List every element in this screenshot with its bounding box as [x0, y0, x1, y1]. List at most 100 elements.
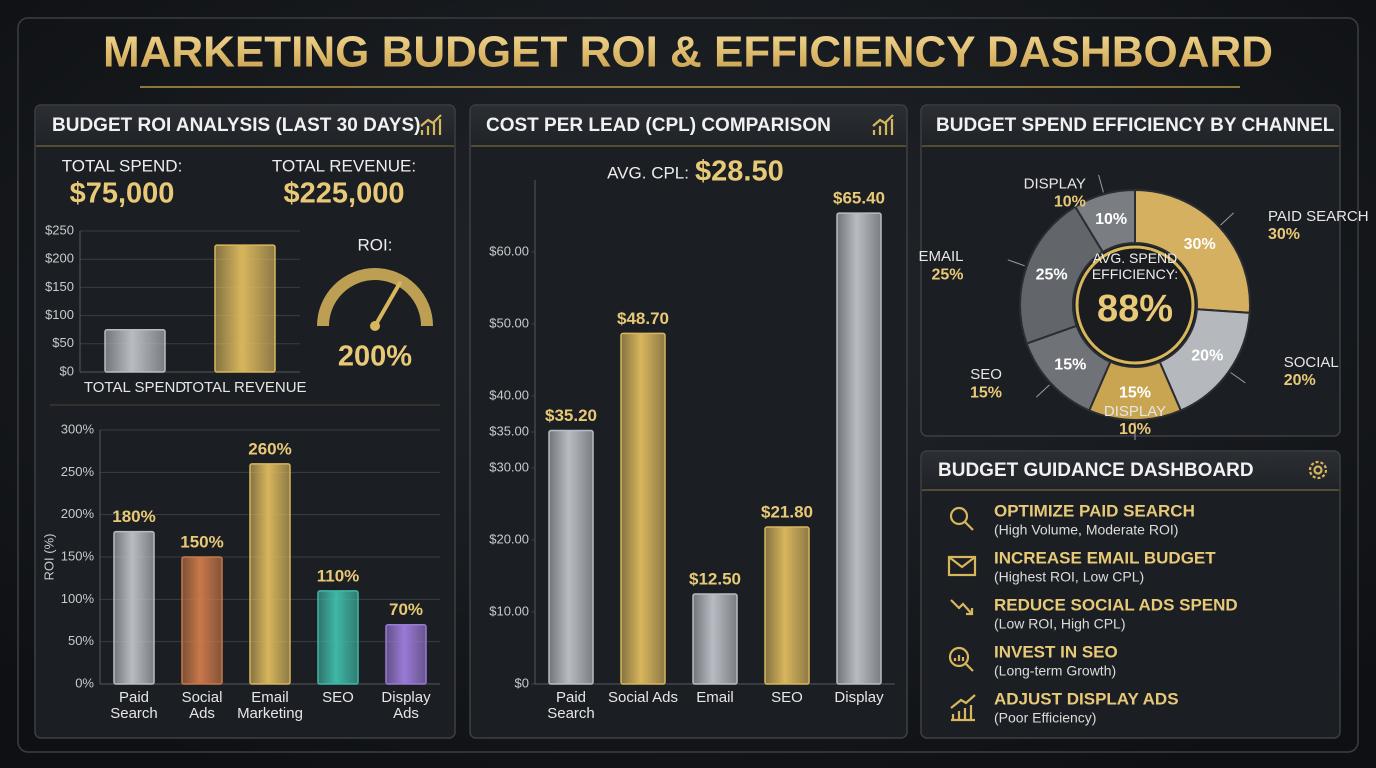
guidance-note: (Poor Efficiency)	[994, 710, 1096, 726]
x-tick-label: Paid Search	[547, 690, 595, 722]
slice-label: 15%	[1054, 357, 1086, 374]
guidance-note: (High Volume, Moderate ROI)	[994, 522, 1178, 538]
y-tick-label: 300%	[61, 421, 95, 436]
value-label: $65.40	[833, 189, 885, 208]
guidance-title: REDUCE SOCIAL ADS SPEND	[994, 595, 1238, 614]
guidance-icons	[947, 506, 977, 722]
gauge-needle	[373, 281, 402, 328]
x-tick-label-box: Email	[696, 690, 734, 706]
category-label: SOCIAL	[1284, 354, 1339, 371]
category-share: 25%	[931, 266, 963, 283]
x-tick-label-box: Display	[834, 690, 884, 706]
bar	[181, 556, 223, 685]
x-tick-label-box: Display Ads	[381, 690, 430, 722]
category-label: EMAIL	[918, 248, 963, 265]
y-tick-label: $100	[45, 307, 74, 322]
header-icon	[420, 114, 442, 135]
guidance-title: INVEST IN SEO	[994, 642, 1118, 661]
category-label: PAID SEARCH	[1268, 208, 1369, 225]
guidance-note: (Low ROI, High CPL)	[994, 616, 1125, 632]
leader-line	[1220, 212, 1235, 226]
value-label: $21.80	[761, 503, 813, 522]
value-label: 260%	[248, 439, 291, 458]
x-tick-label: Social Ads	[181, 690, 223, 722]
y-tick-label: $50	[52, 335, 74, 350]
bar	[692, 593, 738, 685]
kpi-label: TOTAL SPEND:	[62, 156, 183, 175]
value-label: 150%	[180, 532, 223, 551]
guidance-title: OPTIMIZE PAID SEARCH	[994, 501, 1195, 520]
y-tick-label: $60.00	[489, 243, 529, 258]
category-share: 15%	[970, 384, 1002, 401]
bar	[620, 332, 666, 685]
donut-slice	[1073, 188, 1136, 254]
x-tick-label: Email Marketing	[237, 690, 303, 722]
bar	[764, 526, 810, 685]
leader-line	[1007, 259, 1025, 267]
panel-header	[36, 106, 454, 146]
bar	[104, 328, 166, 373]
value-label: $12.50	[689, 569, 741, 588]
page-title: MARKETING BUDGET ROI & EFFICIENCY DASHBO…	[103, 28, 1273, 77]
value-label: $48.70	[617, 309, 669, 328]
settings-icon[interactable]	[1308, 460, 1328, 480]
bar	[113, 530, 155, 685]
kpi-label: TOTAL REVENUE:	[272, 156, 416, 175]
x-tick-label: TOTAL REVENUE	[183, 379, 306, 396]
slice-label: 10%	[1095, 211, 1127, 228]
y-tick-label: 100%	[61, 591, 95, 606]
x-tick-label: Social Ads	[607, 690, 679, 706]
guidance-note: (Long-term Growth)	[994, 663, 1116, 679]
y-tick-label: $35.00	[489, 423, 529, 438]
x-tick-label-box: Social Ads	[181, 690, 223, 722]
slice-label: 20%	[1191, 347, 1223, 364]
panel-header	[471, 106, 906, 146]
y-tick-label: $50.00	[489, 315, 529, 330]
x-tick-label: Display	[834, 690, 884, 706]
donut-slice	[1019, 205, 1105, 345]
x-tick-label: TOTAL SPEND	[84, 379, 186, 396]
donut-ring	[1075, 245, 1195, 365]
x-tick-label-box: SEO	[322, 690, 354, 706]
panel-header	[922, 106, 1339, 146]
x-tick-label-box: Paid Search	[547, 690, 595, 722]
leader-line	[1098, 174, 1104, 193]
center-label: AVG. SPEND EFFICIENCY:	[1091, 250, 1179, 282]
y-tick-label: 0%	[75, 675, 94, 690]
value-label: $35.20	[545, 406, 597, 425]
panel	[920, 450, 1341, 739]
panel-title: BUDGET GUIDANCE DASHBOARD	[938, 460, 1254, 481]
bar	[385, 623, 427, 685]
frame	[17, 17, 1359, 753]
y-tick-label: 200%	[61, 506, 95, 521]
y-tick-label: 150%	[61, 548, 95, 563]
panel-title: BUDGET SPEND EFFICIENCY BY CHANNEL	[936, 115, 1335, 136]
x-tick-label-box: SEO	[771, 690, 803, 706]
category-share: 10%	[1054, 194, 1086, 211]
leader-line	[1230, 372, 1246, 384]
category-share: 10%	[1119, 421, 1151, 438]
x-tick-label-box: Paid Search	[110, 690, 158, 722]
gauge-arc	[317, 268, 433, 327]
slice-label: 25%	[1036, 267, 1068, 284]
guidance-note: (Highest ROI, Low CPL)	[994, 569, 1144, 585]
y-tick-label: $200	[45, 251, 74, 266]
category-share: 30%	[1268, 226, 1300, 243]
kpi-value: $225,000	[284, 178, 405, 210]
y-tick-label: $150	[45, 279, 74, 294]
slice-label: 15%	[1119, 385, 1151, 402]
center-label-box: AVG. SPEND EFFICIENCY:	[1091, 250, 1179, 282]
gauge-value: 200%	[338, 341, 412, 373]
x-tick-label: SEO	[771, 690, 803, 706]
bar	[548, 429, 594, 685]
bar	[249, 463, 291, 685]
guidance-title: ADJUST DISPLAY ADS	[994, 689, 1179, 708]
y-tick-label: 250%	[61, 464, 95, 479]
header-icon	[872, 114, 894, 135]
value-label: 110%	[317, 566, 360, 585]
panel-title: BUDGET ROI ANALYSIS (LAST 30 DAYS)	[52, 115, 420, 136]
x-tick-label: SEO	[322, 690, 354, 706]
y-tick-label: $0	[60, 363, 74, 378]
slice-label: 30%	[1184, 236, 1216, 253]
